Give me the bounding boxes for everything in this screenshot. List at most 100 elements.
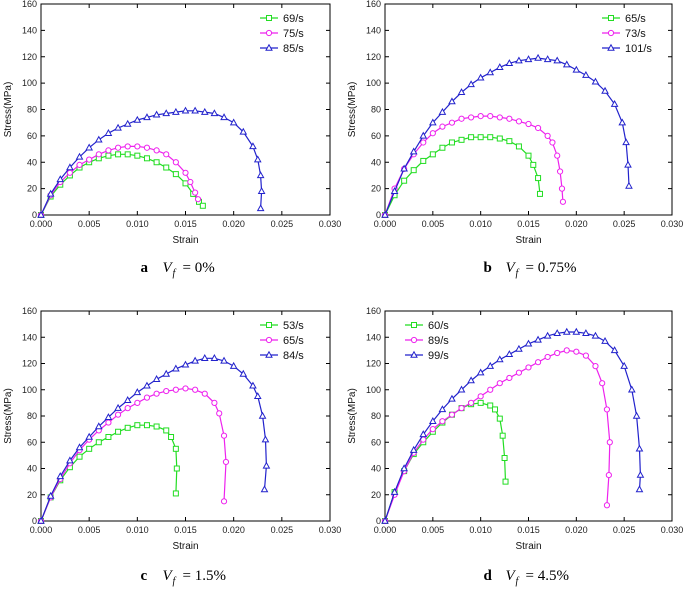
legend-label: 65/s bbox=[283, 335, 304, 347]
panel-caption-letter: c bbox=[141, 568, 148, 584]
data-point bbox=[605, 471, 612, 479]
x-tick-label: 0.005 bbox=[78, 219, 101, 229]
data-point bbox=[558, 185, 566, 192]
data-point bbox=[439, 144, 446, 151]
legend-marker bbox=[608, 15, 614, 21]
data-point bbox=[210, 109, 219, 117]
data-point bbox=[172, 386, 179, 393]
data-point bbox=[603, 406, 611, 413]
data-point bbox=[420, 139, 427, 146]
series-65-per-s bbox=[382, 134, 543, 218]
data-point bbox=[172, 445, 179, 452]
data-point bbox=[525, 120, 532, 128]
data-point bbox=[625, 181, 633, 189]
y-tick-label: 60 bbox=[371, 131, 381, 141]
data-point bbox=[620, 361, 629, 369]
data-point bbox=[163, 427, 170, 434]
data-point bbox=[143, 155, 150, 162]
x-tick-label: 0.020 bbox=[565, 525, 588, 535]
data-point bbox=[153, 423, 160, 430]
x-tick-label: 0.005 bbox=[422, 219, 445, 229]
panel-caption-value: = 0.75% bbox=[526, 260, 577, 276]
panel-caption-variable: V bbox=[163, 568, 174, 584]
data-point bbox=[260, 485, 269, 493]
data-point bbox=[429, 130, 436, 137]
data-point bbox=[553, 56, 562, 64]
data-point bbox=[582, 329, 590, 337]
data-point bbox=[599, 380, 606, 387]
data-point bbox=[572, 327, 581, 335]
data-point bbox=[222, 458, 230, 466]
x-tick-label: 0.015 bbox=[174, 219, 197, 229]
x-tick-label: 0.025 bbox=[613, 219, 636, 229]
data-point bbox=[505, 59, 514, 67]
data-point bbox=[601, 86, 609, 94]
data-point bbox=[515, 56, 523, 64]
legend-marker bbox=[411, 322, 417, 328]
data-point bbox=[211, 399, 218, 406]
data-point bbox=[458, 405, 465, 412]
data-point bbox=[572, 65, 581, 73]
x-tick-label: 0.015 bbox=[517, 525, 540, 535]
panel-caption-letter: b bbox=[484, 260, 492, 276]
data-point bbox=[256, 204, 265, 212]
y-tick-label: 160 bbox=[22, 306, 37, 316]
data-point bbox=[220, 432, 228, 439]
data-point bbox=[172, 490, 179, 497]
data-point bbox=[525, 364, 532, 371]
x-tick-label: 0.010 bbox=[469, 525, 492, 535]
data-point bbox=[162, 369, 171, 377]
data-point bbox=[515, 118, 523, 125]
data-point bbox=[618, 118, 627, 126]
series-line bbox=[40, 110, 263, 216]
y-tick-label: 140 bbox=[22, 25, 37, 35]
panel-caption-subscript: f bbox=[173, 268, 177, 279]
data-point bbox=[192, 386, 199, 393]
data-point bbox=[486, 68, 495, 76]
legend-entry: 65/s bbox=[602, 13, 646, 25]
data-point bbox=[94, 422, 103, 430]
legend-entry: 75/s bbox=[260, 28, 304, 40]
data-point bbox=[86, 156, 93, 163]
legend-marker bbox=[410, 350, 418, 358]
data-point bbox=[261, 435, 270, 443]
data-point bbox=[476, 73, 485, 81]
data-point bbox=[153, 159, 160, 166]
data-point bbox=[419, 430, 428, 438]
data-point bbox=[501, 455, 508, 461]
data-point bbox=[133, 388, 142, 396]
legend-entry: 84/s bbox=[260, 350, 304, 362]
data-point bbox=[95, 439, 102, 446]
data-point bbox=[495, 355, 504, 363]
data-point bbox=[192, 189, 199, 196]
legend-label: 60/s bbox=[428, 320, 449, 332]
data-point bbox=[543, 55, 552, 63]
y-tick-label: 100 bbox=[22, 78, 37, 88]
y-tick-label: 20 bbox=[371, 490, 381, 500]
data-point bbox=[257, 187, 266, 194]
y-tick-label: 60 bbox=[27, 437, 37, 447]
legend-marker bbox=[266, 15, 272, 21]
y-tick-label: 140 bbox=[366, 25, 381, 35]
data-point bbox=[486, 361, 495, 369]
data-point bbox=[582, 70, 590, 78]
data-point bbox=[85, 143, 94, 151]
data-point bbox=[636, 470, 645, 478]
data-point bbox=[143, 113, 151, 121]
data-point bbox=[592, 363, 599, 370]
x-tick-label: 0.025 bbox=[271, 525, 294, 535]
data-point bbox=[562, 327, 571, 335]
x-tick-label: 0.005 bbox=[78, 525, 101, 535]
data-point bbox=[187, 178, 194, 186]
x-tick-label: 0.005 bbox=[422, 525, 445, 535]
data-point bbox=[153, 147, 160, 154]
data-point bbox=[37, 210, 45, 218]
legend-entry: 101/s bbox=[602, 43, 652, 55]
data-point bbox=[627, 385, 636, 393]
legend-label: 69/s bbox=[283, 13, 304, 25]
data-point bbox=[496, 135, 503, 142]
data-point bbox=[624, 160, 632, 168]
data-point bbox=[606, 439, 613, 446]
data-point bbox=[410, 167, 417, 174]
